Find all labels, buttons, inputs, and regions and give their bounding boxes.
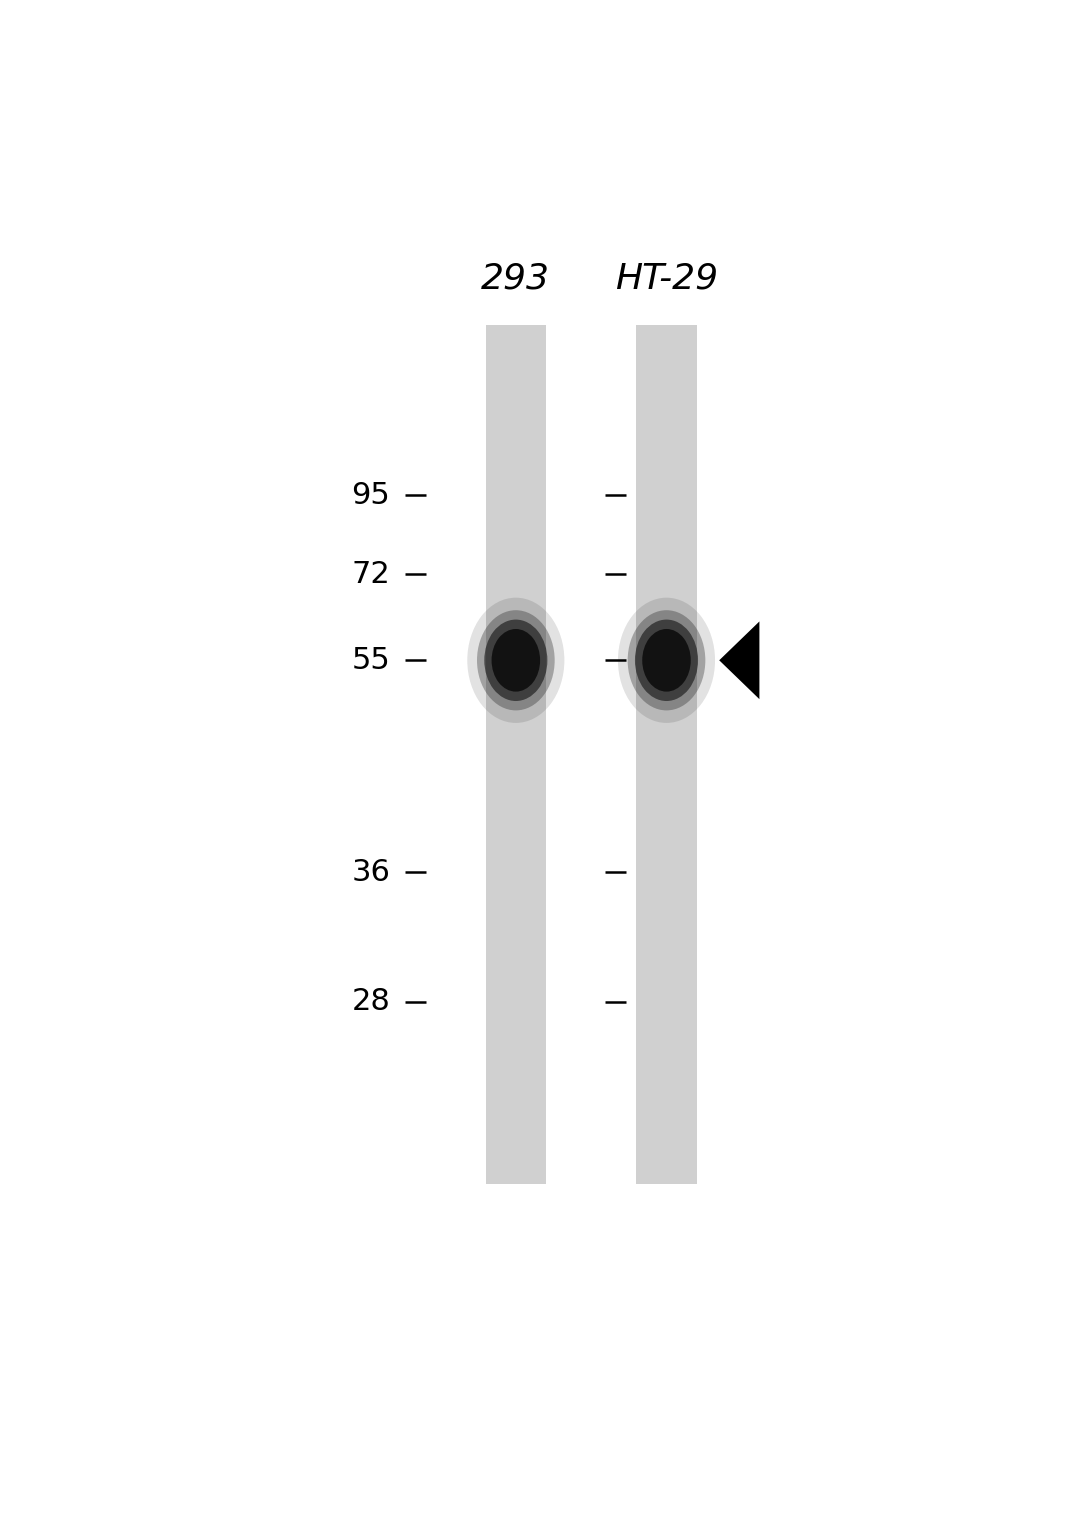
Ellipse shape	[477, 610, 555, 711]
Text: 55: 55	[351, 645, 390, 674]
Text: 28: 28	[351, 988, 390, 1017]
Ellipse shape	[491, 628, 540, 691]
Ellipse shape	[635, 619, 698, 700]
Text: HT-29: HT-29	[615, 261, 718, 295]
Text: 36: 36	[351, 858, 390, 887]
Text: 95: 95	[351, 482, 390, 511]
Text: 72: 72	[351, 560, 390, 589]
Ellipse shape	[627, 610, 705, 711]
Ellipse shape	[484, 619, 548, 700]
Ellipse shape	[468, 598, 565, 723]
Bar	[486, 324, 546, 1183]
Ellipse shape	[618, 598, 715, 723]
Polygon shape	[719, 621, 759, 699]
Text: 293: 293	[482, 261, 551, 295]
Bar	[636, 324, 697, 1183]
Ellipse shape	[643, 628, 691, 691]
